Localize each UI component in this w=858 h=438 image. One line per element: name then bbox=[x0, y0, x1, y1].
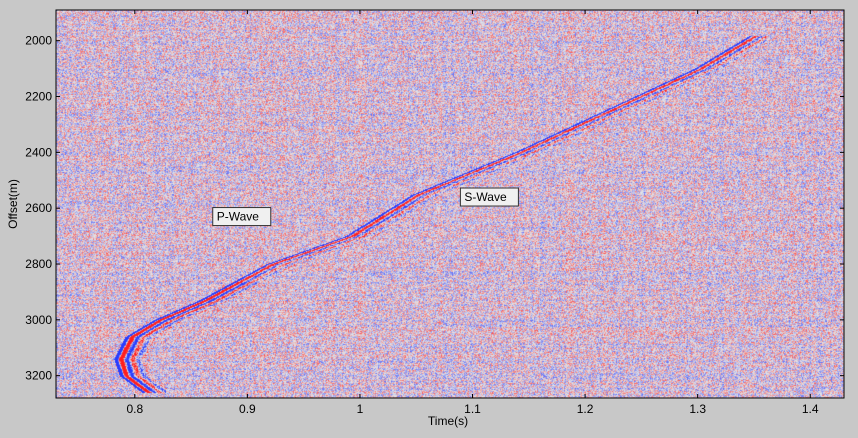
annotation-frame bbox=[459, 187, 519, 207]
y-tick-label: 3200 bbox=[25, 369, 52, 383]
annotation-frame bbox=[212, 207, 272, 227]
y-tick-label: 2600 bbox=[25, 201, 52, 215]
annotation-label: S-Wave bbox=[464, 190, 507, 204]
x-axis-label: Time(s) bbox=[428, 414, 468, 428]
y-tick-label: 2000 bbox=[25, 34, 52, 48]
x-tick-label: 1.3 bbox=[689, 402, 706, 416]
y-tick-label: 2400 bbox=[25, 145, 52, 159]
x-tick-label: 0.9 bbox=[239, 402, 256, 416]
y-tick-label: 3000 bbox=[25, 313, 52, 327]
plot-area bbox=[55, 9, 845, 399]
plot-frame bbox=[55, 9, 845, 399]
y-tick-label: 2800 bbox=[25, 257, 52, 271]
y-axis: 2000 2200 2400 2600 2800 3000 3200 bbox=[25, 34, 844, 383]
annotation-box: S-Wave bbox=[459, 187, 519, 207]
y-axis-label: Offset(m) bbox=[6, 179, 20, 229]
seismic-heatmap-image bbox=[56, 10, 844, 398]
x-tick-label: 0.8 bbox=[126, 402, 143, 416]
annotations: P-Wave S-Wave bbox=[212, 187, 519, 227]
annotation-box: P-Wave bbox=[212, 207, 272, 227]
x-tick-label: 1 bbox=[357, 402, 364, 416]
y-tick-label: 2200 bbox=[25, 90, 52, 104]
annotation-label: P-Wave bbox=[217, 210, 260, 224]
x-tick-label: 1.4 bbox=[802, 402, 819, 416]
x-tick-label: 1.2 bbox=[577, 402, 594, 416]
x-tick-label: 1.1 bbox=[464, 402, 481, 416]
x-axis: 0.8 0.9 1 1.1 1.2 1.3 1.4 bbox=[126, 10, 819, 416]
